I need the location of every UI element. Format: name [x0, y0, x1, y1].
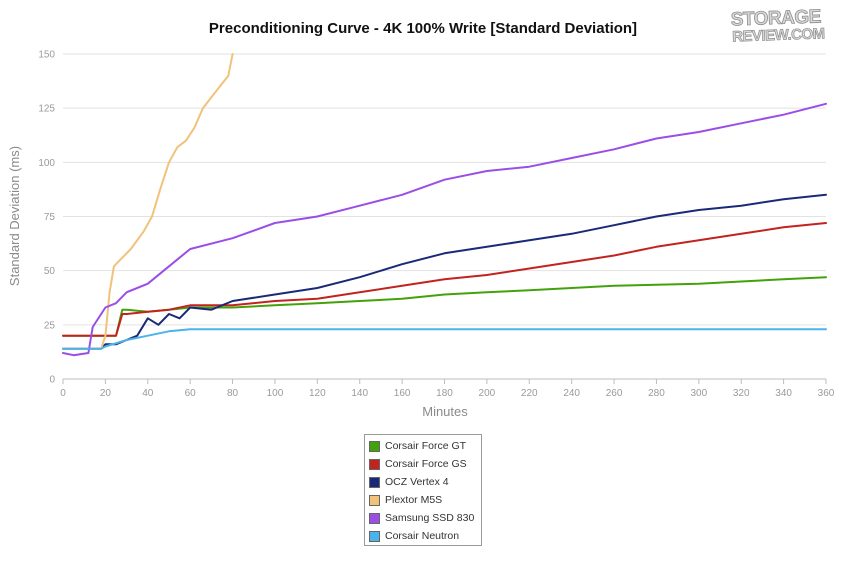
ticks: 0 25 50 75 100 125 150 0 20 40 60 80 100 120 140 160 180… — [38, 50, 834, 400]
legend-item[interactable]: Corsair Force GT — [369, 437, 477, 455]
y-tick-label: 75 — [44, 212, 56, 223]
x-tick-label: 160 — [394, 388, 411, 399]
legend-swatch — [369, 476, 380, 488]
y-axis-label: Standard Deviation (ms) — [7, 146, 22, 286]
logo-bottom-text: REVIEW.COM — [732, 25, 825, 45]
x-tick-label: 300 — [690, 388, 707, 399]
legend-swatch — [369, 458, 380, 470]
legend-item[interactable]: Corsair Force GS — [369, 455, 477, 473]
x-tick-label: 80 — [227, 388, 239, 399]
x-axis-label: Minutes — [422, 404, 468, 419]
x-tick-label: 180 — [436, 388, 453, 399]
x-tick-label: 280 — [648, 388, 665, 399]
legend-label: Samsung SSD 830 — [385, 512, 475, 524]
legend: Corsair Force GT Corsair Force GS OCZ Vert… — [364, 434, 482, 546]
legend-swatch — [369, 512, 380, 524]
legend-swatch — [369, 494, 380, 506]
series-line-corsair-neutron — [62, 328, 827, 350]
series-line-plextor-m5s — [62, 53, 234, 350]
legend-swatch — [369, 440, 380, 452]
x-tick-label: 240 — [563, 388, 580, 399]
legend-label: Corsair Neutron — [385, 530, 460, 542]
series-layer — [62, 53, 827, 357]
y-tick-label: 150 — [38, 50, 55, 61]
series-line-corsair-force-gs — [62, 222, 827, 337]
x-tick-label: 0 — [60, 388, 66, 399]
series-line-samsung-ssd-830 — [62, 102, 827, 357]
x-tick-label: 200 — [479, 388, 496, 399]
legend-item[interactable]: OCZ Vertex 4 — [369, 473, 477, 491]
y-tick-label: 25 — [44, 320, 56, 331]
series-line-corsair-force-gt — [62, 276, 827, 337]
x-tick-label: 40 — [142, 388, 154, 399]
chart-title: Preconditioning Curve - 4K 100% Write [S… — [209, 20, 637, 37]
y-tick-label: 125 — [38, 104, 55, 115]
series-line-ocz-vertex-4 — [62, 193, 827, 350]
legend-item[interactable]: Corsair Neutron — [369, 527, 477, 545]
x-tick-label: 320 — [733, 388, 750, 399]
legend-swatch — [369, 530, 380, 542]
x-tick-label: 140 — [351, 388, 368, 399]
legend-item[interactable]: Samsung SSD 830 — [369, 509, 477, 527]
logo: STORAGE REVIEW.COM — [730, 6, 825, 46]
x-tick-label: 360 — [818, 388, 835, 399]
legend-label: Plextor M5S — [385, 494, 443, 506]
y-tick-label: 50 — [44, 266, 56, 277]
legend-label: Corsair Force GS — [385, 458, 467, 470]
x-tick-label: 260 — [606, 388, 623, 399]
y-tick-label: 100 — [38, 158, 55, 169]
x-tick-label: 120 — [309, 388, 326, 399]
y-tick-label: 0 — [49, 375, 55, 386]
x-tick-label: 60 — [185, 388, 197, 399]
legend-label: OCZ Vertex 4 — [385, 476, 449, 488]
x-tick-label: 340 — [775, 388, 792, 399]
legend-label: Corsair Force GT — [385, 440, 467, 452]
x-tick-label: 220 — [521, 388, 538, 399]
legend-item[interactable]: Plextor M5S — [369, 491, 477, 509]
x-tick-label: 100 — [267, 388, 284, 399]
logo-top-text: STORAGE — [730, 6, 821, 30]
x-tick-label: 20 — [100, 388, 112, 399]
